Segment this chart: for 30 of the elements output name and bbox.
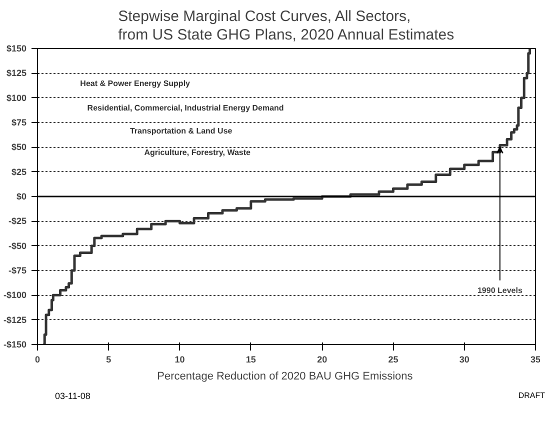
x-tick-label: 15 [246,354,256,364]
y-tick-label: $50 [11,142,27,152]
text: 03-11-08 [55,390,90,403]
y-tick-label: $25 [11,166,27,177]
y-tick-label: $150 [6,44,27,54]
text: DRAFT [518,390,545,402]
x-tick-label: 35 [530,354,541,364]
annotation: Agriculture, Forestry, Waste [144,148,252,158]
y-tick-label: $125 [6,68,27,78]
y-tick-label: -$25 [8,216,26,226]
chart-title: Stepwise Marginal Cost Curves, All Sectors, from US State GHG Plans, 2020 Annual Estimates [118,8,454,44]
y-tick-label: $75 [11,118,27,128]
x-tick-label: 30 [459,354,470,364]
y-tick-label: $0 [16,192,27,202]
y-tick-label: -$75 [8,266,26,276]
annotation: Residential, Commercial, Industrial Energy Demand [87,104,284,113]
x-axis-title: Percentage Reduction of 2020 BAU GHG Emissions [157,370,414,382]
x-tick-label: 25 [388,354,398,364]
y-tick-label: -$100 [3,290,27,300]
y-tick-label: $100 [6,92,27,103]
annotation: Heat & Power Energy Supply [80,78,191,88]
x-tick-label: 5 [106,354,112,364]
y-tick-label: -$125 [3,314,27,325]
x-tick-label: 10 [174,354,185,364]
annotation: Transportation & Land Use [130,126,233,136]
y-tick-label: -$50 [8,240,26,251]
x-tick-label: 20 [317,354,328,364]
annotation: 1990 Levels [477,286,523,296]
x-tick-label: 0 [34,354,40,364]
y-tick-label: -$150 [3,340,27,350]
